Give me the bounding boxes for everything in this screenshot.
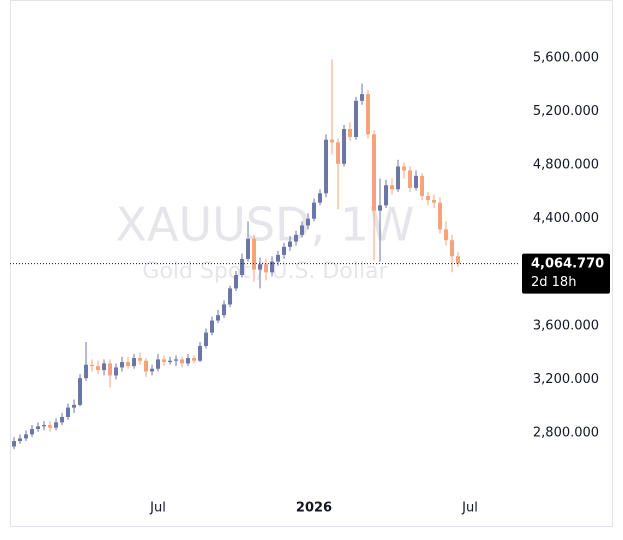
candle-body [450, 240, 455, 257]
candle-body [378, 205, 383, 211]
last-price-box [522, 253, 610, 294]
y-tick-label: 2,800.000 [533, 426, 599, 441]
candle-body [396, 166, 401, 190]
watermark: XAUUSD, 1W [116, 198, 415, 252]
candle-body [300, 225, 305, 235]
candle-body [420, 175, 425, 196]
candle-body [114, 367, 119, 376]
x-tick-label: Jul [461, 501, 478, 516]
candle-body [432, 199, 437, 203]
candle-body [54, 422, 59, 428]
candle-body [108, 363, 113, 376]
candle-body [234, 274, 239, 289]
candle-body [228, 288, 233, 305]
candle-body [48, 425, 53, 428]
candle-body [294, 234, 299, 242]
candle-body [192, 358, 197, 361]
candle-body [444, 229, 449, 241]
candle-body [72, 404, 77, 408]
candle-body [216, 315, 221, 321]
candle-body [174, 359, 179, 361]
candle-body [186, 358, 191, 364]
candle-body [42, 425, 47, 427]
candle-body [126, 362, 131, 367]
candle-body [240, 258, 245, 275]
candle-body [144, 360, 149, 372]
candle-body [306, 218, 311, 226]
candle-body [324, 139, 329, 194]
candle-body [102, 363, 107, 371]
candle-body [204, 332, 209, 346]
x-tick-label: 2026 [296, 501, 332, 516]
candle-body [18, 438, 23, 442]
candle-body [180, 359, 185, 364]
candle-body [270, 261, 275, 273]
chart-frame [10, 0, 613, 527]
candle-body [282, 246, 287, 255]
candle-body [456, 256, 461, 264]
candle-body [138, 358, 143, 361]
countdown-label: 2d 18h [531, 275, 576, 290]
candle-body [330, 139, 335, 143]
candle-body [264, 264, 269, 273]
candle-body [408, 170, 413, 188]
candle-body [132, 358, 137, 367]
candle-body [150, 368, 155, 372]
candle-body [426, 195, 431, 200]
y-tick-label: 4,400.000 [533, 211, 599, 226]
candle-body [276, 254, 281, 262]
candle-body [252, 238, 257, 270]
y-tick-label: 3,200.000 [533, 372, 599, 387]
candle-body [78, 378, 83, 405]
x-tick-label: Jul [149, 501, 166, 516]
candle-body [354, 100, 359, 138]
candle-body [36, 426, 41, 430]
y-tick-label: 5,200.000 [533, 104, 599, 119]
candle-body [66, 407, 71, 417]
candle-body [210, 320, 215, 333]
candle-body [384, 185, 389, 206]
candle-body [414, 175, 419, 188]
candle-body [342, 128, 347, 164]
candle-body [360, 94, 365, 101]
y-tick-label: 5,600.000 [533, 50, 599, 65]
candle-body [96, 366, 101, 371]
candle-body [336, 142, 341, 164]
candle-body [222, 304, 227, 316]
candle-body [84, 364, 89, 379]
candle-body [120, 362, 125, 368]
candle-body [402, 166, 407, 171]
candle-body [372, 134, 377, 211]
candle-body [366, 94, 371, 135]
y-tick-label: 3,600.000 [533, 318, 599, 333]
y-tick-label: 4,800.000 [533, 158, 599, 173]
candle-body [246, 238, 251, 259]
candle-body [258, 264, 263, 270]
candle-body [198, 345, 203, 361]
candle-body [162, 359, 167, 363]
candle-body [348, 128, 353, 138]
candle-body [390, 185, 395, 190]
candle-body [90, 364, 95, 367]
candle-body [156, 359, 161, 369]
candle-body [168, 360, 173, 363]
candle-body [24, 434, 29, 439]
candle-body [12, 441, 17, 447]
candle-body [288, 241, 293, 247]
last-price-label: 4,064.770 [531, 257, 604, 272]
candle-body [318, 193, 323, 203]
candle-body [30, 429, 35, 435]
candle-body [438, 202, 443, 230]
candle-body [60, 416, 65, 423]
candle-body [312, 202, 317, 219]
